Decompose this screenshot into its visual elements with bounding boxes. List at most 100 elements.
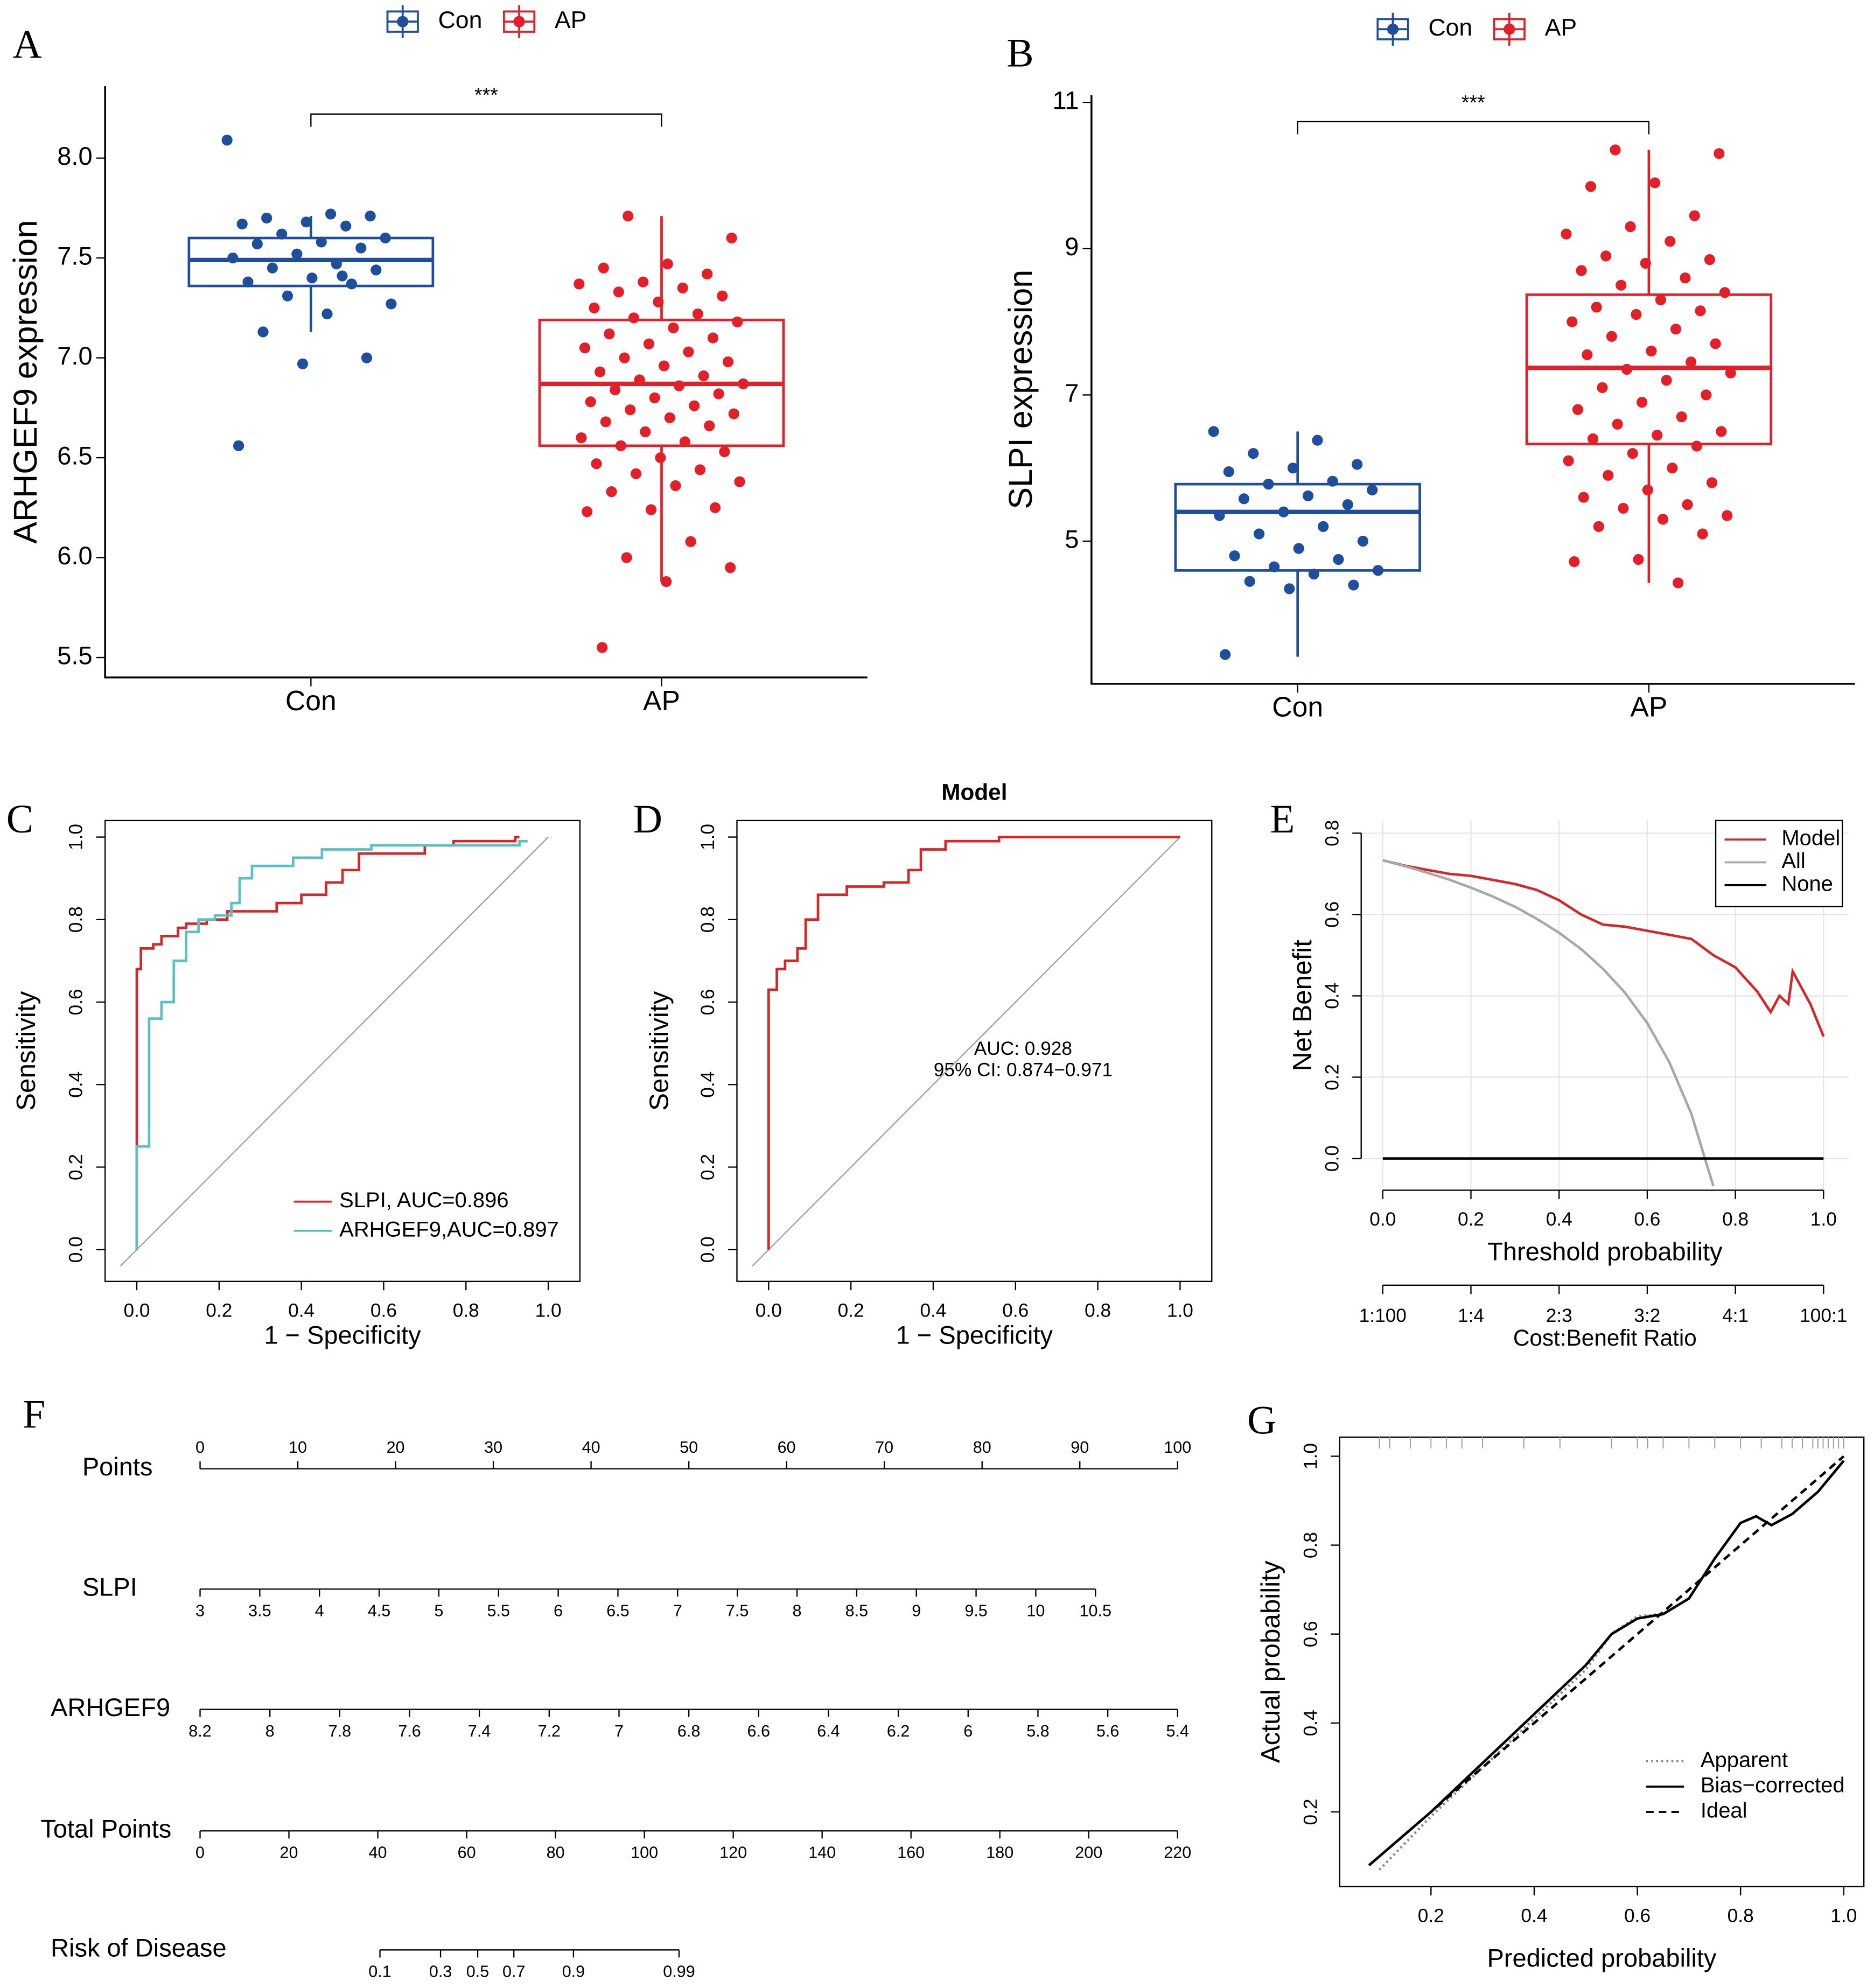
point	[1655, 294, 1667, 305]
x-axis-label: Predicted probability	[1487, 1944, 1716, 1972]
point	[1725, 367, 1736, 379]
y-tick-label: 0.4	[697, 1072, 718, 1098]
legend-label: Ideal	[1701, 1799, 1747, 1823]
point	[1686, 356, 1697, 368]
point	[297, 358, 309, 369]
point	[1597, 382, 1608, 393]
point	[719, 446, 730, 458]
point	[316, 236, 327, 248]
point	[1640, 257, 1651, 269]
x-axis-label: Threshold probability	[1487, 1237, 1723, 1265]
row-tick-label: 80	[547, 1844, 565, 1862]
point	[725, 562, 736, 573]
point	[685, 536, 696, 548]
point	[1616, 279, 1627, 291]
legend-key	[513, 16, 525, 27]
point	[1695, 305, 1706, 317]
x-tick-label: 0.0	[756, 1300, 782, 1321]
row-tick-label: 0.99	[663, 1963, 695, 1981]
x-tick-label: 0.2	[838, 1300, 864, 1321]
point	[1618, 502, 1629, 514]
y-tick-label: 0.0	[66, 1236, 87, 1263]
point	[694, 464, 706, 475]
point	[1287, 463, 1299, 474]
row-tick-label: 6.2	[887, 1722, 910, 1740]
point	[709, 502, 721, 513]
point	[337, 270, 348, 282]
x2-axis-label: Cost:Benefit Ratio	[1513, 1325, 1697, 1350]
point	[1646, 345, 1657, 357]
x-tick-label: 0.6	[1624, 1905, 1651, 1926]
point	[1582, 349, 1593, 360]
point	[585, 396, 596, 408]
x2-tick-label: 4:1	[1722, 1305, 1749, 1326]
point	[331, 258, 342, 270]
x-tick-label: 0.8	[1722, 1209, 1749, 1230]
point	[1576, 265, 1587, 276]
point	[1600, 250, 1612, 262]
point	[1657, 514, 1669, 525]
legend-label: None	[1781, 872, 1833, 895]
point	[365, 211, 376, 222]
row-label: Total Points	[40, 1815, 171, 1843]
x-tick-label: 1.0	[1830, 1905, 1857, 1926]
reference-line	[120, 836, 549, 1267]
y-tick-label: 0.8	[697, 906, 718, 933]
y-tick-label: 0.6	[1321, 901, 1342, 928]
point	[370, 264, 382, 276]
point	[267, 262, 278, 274]
point	[591, 458, 602, 470]
point	[1706, 477, 1718, 488]
point	[346, 278, 358, 290]
row-tick-label: 10	[289, 1438, 307, 1457]
y-tick-label: 0.0	[1321, 1145, 1342, 1172]
point	[1637, 396, 1648, 408]
row-tick-label: 6.5	[606, 1602, 629, 1620]
point	[1697, 528, 1708, 540]
x-tick-label: 0.8	[453, 1300, 479, 1321]
point	[1665, 236, 1676, 247]
legend-label: Con	[1428, 15, 1472, 41]
panel-letter: B	[1006, 31, 1033, 75]
x-tick-label: 0.2	[206, 1300, 232, 1321]
row-tick-label: 200	[1075, 1844, 1102, 1862]
point	[1716, 426, 1727, 437]
point	[1327, 475, 1338, 487]
x-tick-label: 0.4	[920, 1300, 946, 1321]
legend-label: ARHGEF9,AUC=0.897	[339, 1217, 559, 1241]
row-tick-label: 8.5	[845, 1602, 868, 1620]
point	[634, 374, 645, 386]
point	[674, 380, 685, 391]
point	[621, 552, 632, 563]
row-tick-label: 220	[1164, 1844, 1191, 1862]
y-tick-label: 1.0	[66, 824, 87, 850]
point	[661, 576, 672, 587]
point	[1642, 484, 1653, 496]
point	[386, 298, 397, 310]
point	[630, 468, 642, 479]
point	[1214, 510, 1225, 521]
row-tick-label: 0.3	[429, 1963, 452, 1981]
point	[668, 322, 679, 334]
row-label: Risk of Disease	[51, 1934, 227, 1962]
point	[1649, 177, 1661, 188]
point	[1627, 447, 1638, 459]
x-tick-label: 1.0	[1167, 1300, 1193, 1321]
point	[677, 282, 688, 293]
y-tick-label: 11	[1053, 86, 1079, 115]
y-tick-label: 7.0	[57, 341, 92, 370]
point	[683, 346, 694, 358]
row-tick-label: 6.8	[677, 1722, 700, 1740]
point	[732, 316, 743, 327]
point	[643, 338, 655, 349]
row-tick-label: 0.7	[502, 1963, 525, 1981]
point	[1229, 550, 1240, 562]
point	[325, 208, 337, 220]
point	[625, 404, 636, 416]
point	[597, 642, 608, 653]
point	[300, 216, 312, 228]
legend-label: AP	[555, 7, 587, 33]
row-tick-label: 9	[912, 1602, 921, 1620]
point	[1333, 554, 1344, 565]
point	[615, 440, 627, 451]
